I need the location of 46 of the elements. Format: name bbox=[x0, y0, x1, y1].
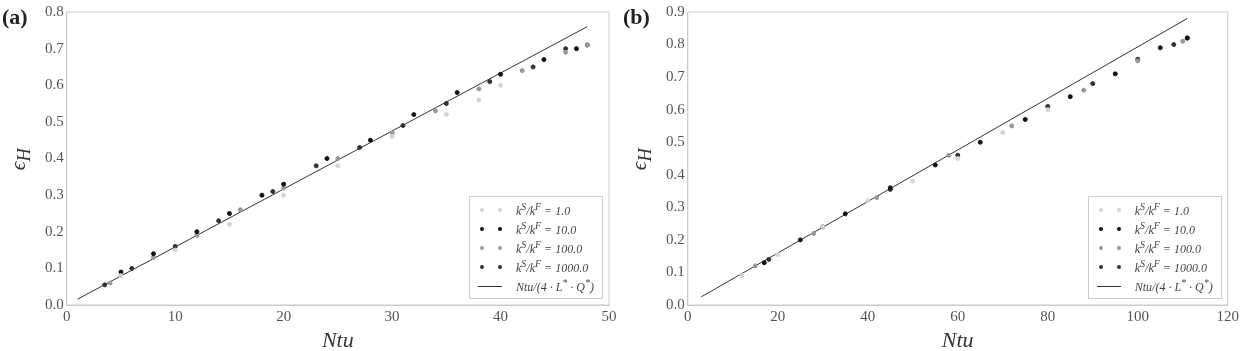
x-tick-label: 40 bbox=[860, 307, 876, 324]
x-axis-title: Ntu bbox=[941, 327, 974, 351]
x-tick-label: 10 bbox=[167, 307, 183, 324]
y-tick-label: 0.8 bbox=[666, 35, 685, 52]
text: (b) bbox=[623, 4, 650, 30]
x-tick-label: 0 bbox=[63, 307, 71, 324]
legend-label: k$^{S}$/k$^{F}$ = 10.0 bbox=[1134, 219, 1195, 238]
x-tick-label: 20 bbox=[770, 307, 786, 324]
x-tick-label: 20 bbox=[276, 307, 292, 324]
y-tick-label: 0.1 bbox=[666, 263, 685, 280]
y-tick-label: 0.0 bbox=[45, 295, 64, 312]
x-axis-title: Ntu bbox=[321, 327, 354, 351]
y-tick-label: 0.2 bbox=[45, 222, 64, 239]
x-tick-label: 40 bbox=[493, 307, 509, 324]
legend-label: k$^{S}$/k$^{F}$ = 100.0 bbox=[1134, 238, 1201, 257]
y-tick-label: 0.7 bbox=[45, 39, 65, 56]
y-tick-label: 0.1 bbox=[45, 259, 64, 276]
legend-label: Ntu/(4 · L$^{*}$ · Q$^{*}$) bbox=[1134, 276, 1213, 295]
y-tick-label: 0.5 bbox=[666, 133, 685, 150]
y-tick-label: 0.6 bbox=[666, 100, 686, 117]
legend-label: k$^{S}$/k$^{F}$ = 1000.0 bbox=[516, 257, 589, 276]
y-tick-label: 0.4 bbox=[666, 165, 686, 182]
y-tick-label: 0.3 bbox=[45, 186, 64, 203]
legend-label: k$^{S}$/k$^{F}$ = 10.0 bbox=[516, 219, 577, 238]
x-tick-label: 60 bbox=[950, 307, 966, 324]
legend-label: Ntu/(4 · L$^{*}$ · Q$^{*}$) bbox=[516, 276, 595, 295]
y-tick-label: 0.3 bbox=[666, 198, 685, 215]
x-tick-label: 30 bbox=[384, 307, 400, 324]
x-tick-label: 50 bbox=[601, 307, 617, 324]
x-tick-label: 120 bbox=[1216, 307, 1239, 324]
y-tick-label: 0.7 bbox=[666, 68, 686, 85]
legend-label: k$^{S}$/k$^{F}$ = 1.0 bbox=[1134, 200, 1189, 219]
y-tick-label: 0.0 bbox=[666, 295, 685, 312]
x-tick-label: 80 bbox=[1040, 307, 1056, 324]
legend-label: k$^{S}$/k$^{F}$ = 1000.0 bbox=[1134, 257, 1207, 276]
x-tick-label: 0 bbox=[684, 307, 692, 324]
y-tick-label: 0.8 bbox=[45, 2, 64, 19]
y-tick-label: 0.4 bbox=[45, 149, 65, 166]
y-tick-label: 0.6 bbox=[45, 76, 65, 93]
x-tick-label: 100 bbox=[1126, 307, 1149, 324]
legend-label: k$^{S}$/k$^{F}$ = 100.0 bbox=[516, 238, 583, 257]
y-tick-label: 0.9 bbox=[666, 2, 685, 19]
y-tick-label: 0.2 bbox=[666, 230, 685, 247]
y-tick-label: 0.5 bbox=[45, 112, 64, 129]
text: (a) bbox=[2, 4, 28, 30]
legend-label: k$^{S}$/k$^{F}$ = 1.0 bbox=[516, 200, 571, 219]
